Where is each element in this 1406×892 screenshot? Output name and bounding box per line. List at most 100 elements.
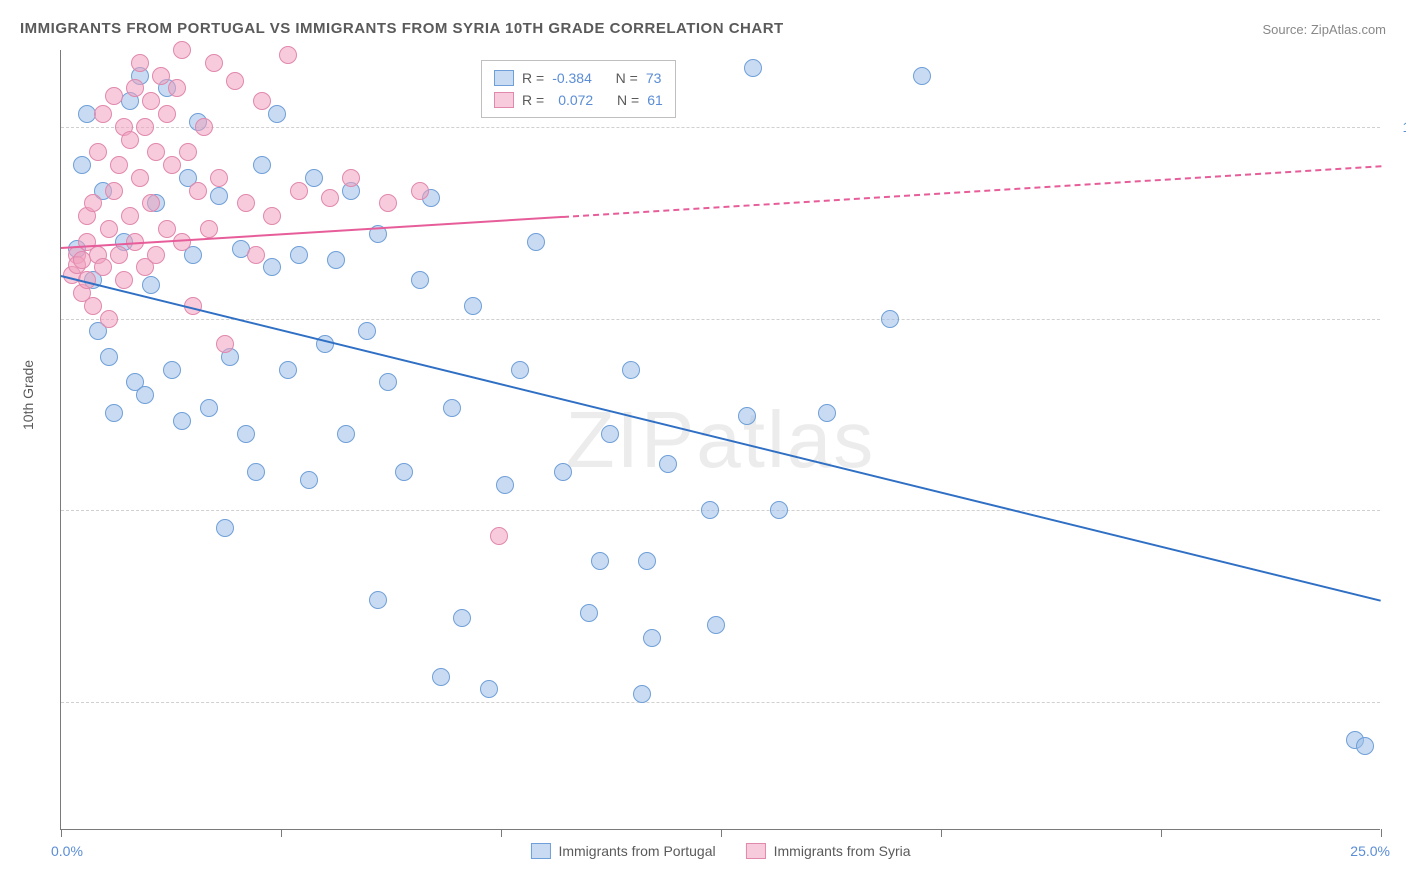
scatter-marker-syria	[115, 271, 133, 289]
stats-legend: R = -0.384 N = 73 R = 0.072 N = 61	[481, 60, 676, 118]
x-end-label: 25.0%	[1350, 843, 1390, 859]
xtick	[941, 829, 942, 837]
stats-row-syria: R = 0.072 N = 61	[494, 89, 663, 111]
scatter-marker-syria	[105, 87, 123, 105]
scatter-marker-syria	[100, 310, 118, 328]
scatter-marker-syria	[216, 335, 234, 353]
scatter-marker-portugal	[633, 685, 651, 703]
scatter-marker-syria	[158, 105, 176, 123]
ytick-label: 77.5%	[1390, 694, 1406, 710]
xtick	[721, 829, 722, 837]
scatter-marker-portugal	[1356, 737, 1374, 755]
scatter-marker-portugal	[290, 246, 308, 264]
scatter-marker-portugal	[527, 233, 545, 251]
scatter-marker-syria	[152, 67, 170, 85]
scatter-marker-portugal	[881, 310, 899, 328]
scatter-marker-portugal	[263, 258, 281, 276]
scatter-marker-syria	[189, 182, 207, 200]
scatter-marker-portugal	[511, 361, 529, 379]
swatch-syria	[746, 843, 766, 859]
y-axis-label: 10th Grade	[20, 360, 36, 430]
scatter-marker-portugal	[395, 463, 413, 481]
scatter-marker-syria	[279, 46, 297, 64]
xtick	[61, 829, 62, 837]
r-label: R =	[522, 70, 544, 86]
n-label: N =	[617, 92, 639, 108]
scatter-marker-portugal	[443, 399, 461, 417]
scatter-marker-syria	[131, 54, 149, 72]
scatter-marker-syria	[253, 92, 271, 110]
scatter-marker-portugal	[105, 404, 123, 422]
scatter-marker-syria	[121, 131, 139, 149]
scatter-marker-portugal	[279, 361, 297, 379]
legend-item-syria: Immigrants from Syria	[746, 843, 911, 859]
swatch-portugal	[494, 70, 514, 86]
trendline-dashed-syria	[563, 165, 1382, 218]
scatter-marker-syria	[237, 194, 255, 212]
scatter-marker-portugal	[73, 156, 91, 174]
xtick	[1381, 829, 1382, 837]
scatter-marker-portugal	[580, 604, 598, 622]
scatter-marker-portugal	[601, 425, 619, 443]
n-value-portugal: 73	[646, 70, 662, 86]
scatter-marker-portugal	[913, 67, 931, 85]
scatter-marker-portugal	[200, 399, 218, 417]
scatter-marker-syria	[210, 169, 228, 187]
scatter-marker-syria	[247, 246, 265, 264]
scatter-marker-syria	[84, 194, 102, 212]
scatter-marker-portugal	[358, 322, 376, 340]
scatter-marker-portugal	[701, 501, 719, 519]
scatter-marker-syria	[89, 143, 107, 161]
scatter-marker-portugal	[432, 668, 450, 686]
scatter-marker-portugal	[622, 361, 640, 379]
r-value-portugal: -0.384	[552, 70, 592, 86]
scatter-marker-portugal	[300, 471, 318, 489]
gridline	[61, 702, 1380, 703]
scatter-marker-portugal	[638, 552, 656, 570]
scatter-marker-portugal	[738, 407, 756, 425]
scatter-marker-syria	[226, 72, 244, 90]
scatter-marker-portugal	[379, 373, 397, 391]
scatter-marker-syria	[163, 156, 181, 174]
scatter-marker-portugal	[369, 591, 387, 609]
scatter-plot: ZIPatlas R = -0.384 N = 73 R = 0.072 N =…	[60, 50, 1380, 830]
gridline	[61, 319, 1380, 320]
scatter-marker-portugal	[554, 463, 572, 481]
scatter-marker-portugal	[136, 386, 154, 404]
watermark-zip: ZIP	[566, 395, 696, 484]
scatter-marker-portugal	[744, 59, 762, 77]
gridline	[61, 510, 1380, 511]
scatter-marker-syria	[290, 182, 308, 200]
scatter-marker-portugal	[411, 271, 429, 289]
scatter-marker-portugal	[496, 476, 514, 494]
scatter-marker-portugal	[453, 609, 471, 627]
xtick	[501, 829, 502, 837]
scatter-marker-portugal	[643, 629, 661, 647]
scatter-marker-syria	[105, 182, 123, 200]
scatter-marker-syria	[321, 189, 339, 207]
scatter-marker-portugal	[464, 297, 482, 315]
stats-row-portugal: R = -0.384 N = 73	[494, 67, 663, 89]
x-start-label: 0.0%	[51, 843, 83, 859]
scatter-marker-portugal	[100, 348, 118, 366]
ytick-label: 100.0%	[1390, 119, 1406, 135]
scatter-marker-syria	[342, 169, 360, 187]
scatter-marker-portugal	[210, 187, 228, 205]
chart-title: IMMIGRANTS FROM PORTUGAL VS IMMIGRANTS F…	[20, 20, 784, 37]
scatter-marker-syria	[158, 220, 176, 238]
scatter-marker-portugal	[480, 680, 498, 698]
scatter-marker-portugal	[268, 105, 286, 123]
n-label: N =	[616, 70, 638, 86]
gridline	[61, 127, 1380, 128]
scatter-marker-portugal	[337, 425, 355, 443]
scatter-marker-syria	[195, 118, 213, 136]
r-value-syria: 0.072	[552, 92, 593, 108]
scatter-marker-syria	[136, 118, 154, 136]
scatter-marker-syria	[168, 79, 186, 97]
scatter-marker-portugal	[216, 519, 234, 537]
trendline-portugal	[61, 275, 1381, 602]
scatter-marker-syria	[94, 105, 112, 123]
scatter-marker-portugal	[163, 361, 181, 379]
scatter-marker-syria	[126, 79, 144, 97]
scatter-marker-portugal	[770, 501, 788, 519]
